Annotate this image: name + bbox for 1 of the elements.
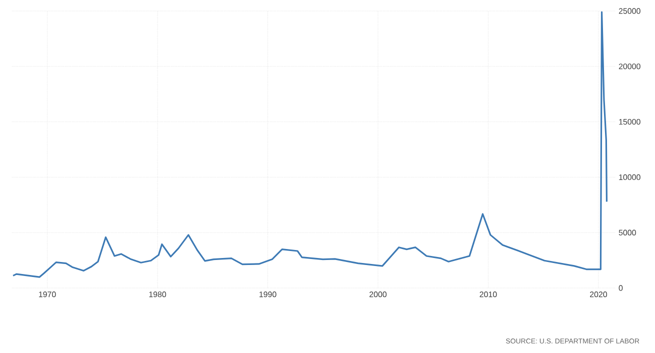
line-series [12,11,608,278]
